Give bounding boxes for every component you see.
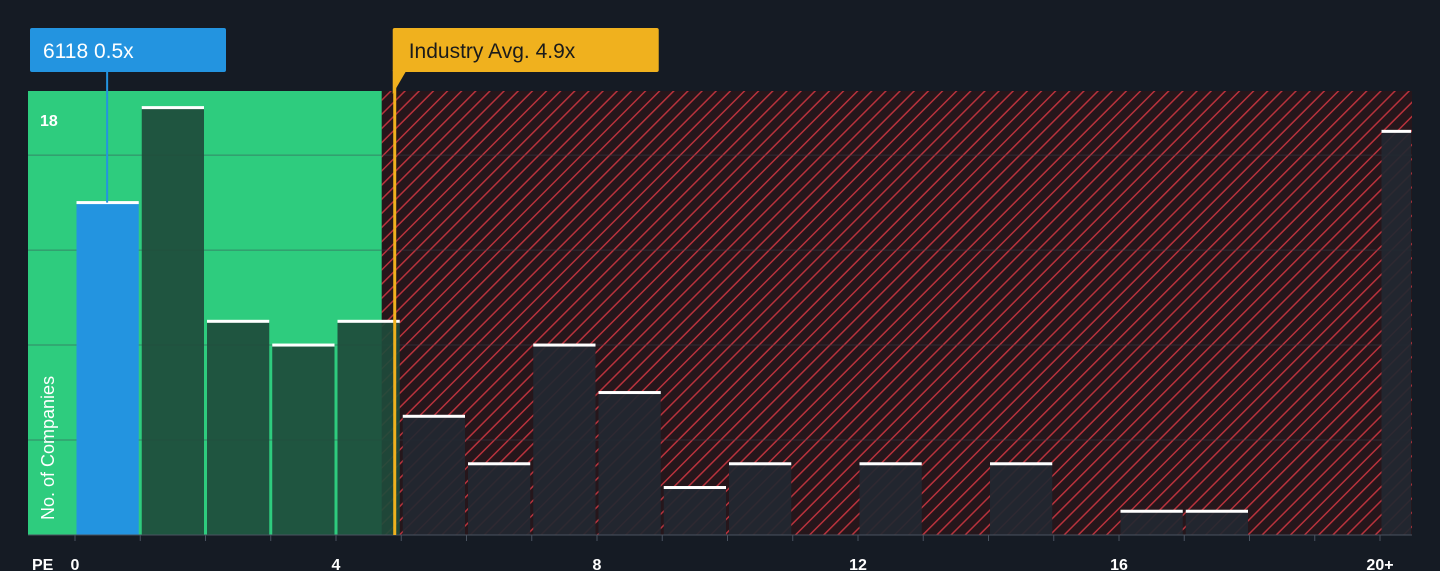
x-tick-label: 4 [332, 557, 341, 571]
industry-average-callout [392, 28, 659, 72]
x-tick-label: 16 [1110, 557, 1128, 571]
histogram-bar [468, 463, 531, 535]
histogram-bar [598, 392, 661, 535]
histogram-bar [533, 345, 596, 535]
bar-top-cap [468, 462, 531, 466]
histogram-bar [141, 107, 204, 535]
bar-top-cap [141, 106, 204, 110]
x-axis-title: PE [32, 557, 54, 571]
x-tick-label: 20+ [1366, 557, 1393, 571]
histogram-bars [76, 106, 1412, 536]
company-marker: 6118 0.5x [30, 28, 226, 203]
bar-top-cap [598, 391, 661, 395]
company-callout [30, 28, 226, 72]
bar-top-cap [272, 343, 335, 347]
histogram-bar [990, 463, 1053, 535]
bar-top-cap [859, 462, 922, 466]
histogram-bar [76, 202, 139, 536]
industry-average-marker: Industry Avg. 4.9x [392, 28, 659, 535]
bar-top-cap [729, 462, 792, 466]
y-axis-title: No. of Companies [38, 376, 58, 520]
histogram-bar [859, 463, 922, 535]
bar-top-cap [402, 414, 465, 418]
industry-average-label: Industry Avg. 4.9x [409, 40, 576, 63]
histogram-bar [1120, 511, 1183, 535]
bar-top-cap [207, 319, 270, 323]
x-axis-ticks: 0 4 8 12 16 20+ [71, 535, 1394, 571]
x-tick-label: 0 [71, 557, 80, 571]
bar-top-cap [663, 486, 726, 490]
bar-top-cap [337, 319, 400, 323]
histogram-bar [272, 345, 335, 535]
bar-top-cap [1185, 509, 1248, 513]
x-tick-label: 8 [593, 557, 602, 571]
company-label: 6118 0.5x [43, 40, 134, 63]
y-tick-label: 18 [40, 113, 58, 130]
bar-top-cap [533, 343, 596, 347]
histogram-bar [729, 463, 792, 535]
industry-callout-pointer [392, 70, 407, 94]
histogram-bar [1381, 131, 1412, 535]
bar-top-cap [1120, 509, 1183, 513]
bar-top-cap [1381, 129, 1412, 133]
histogram-bar [337, 321, 400, 535]
histogram-bar [207, 321, 270, 535]
histogram-bar [1185, 511, 1248, 535]
x-tick-label: 12 [849, 557, 867, 571]
histogram-bar [402, 416, 465, 535]
histogram-bar [663, 487, 726, 535]
bar-top-cap [990, 462, 1053, 466]
